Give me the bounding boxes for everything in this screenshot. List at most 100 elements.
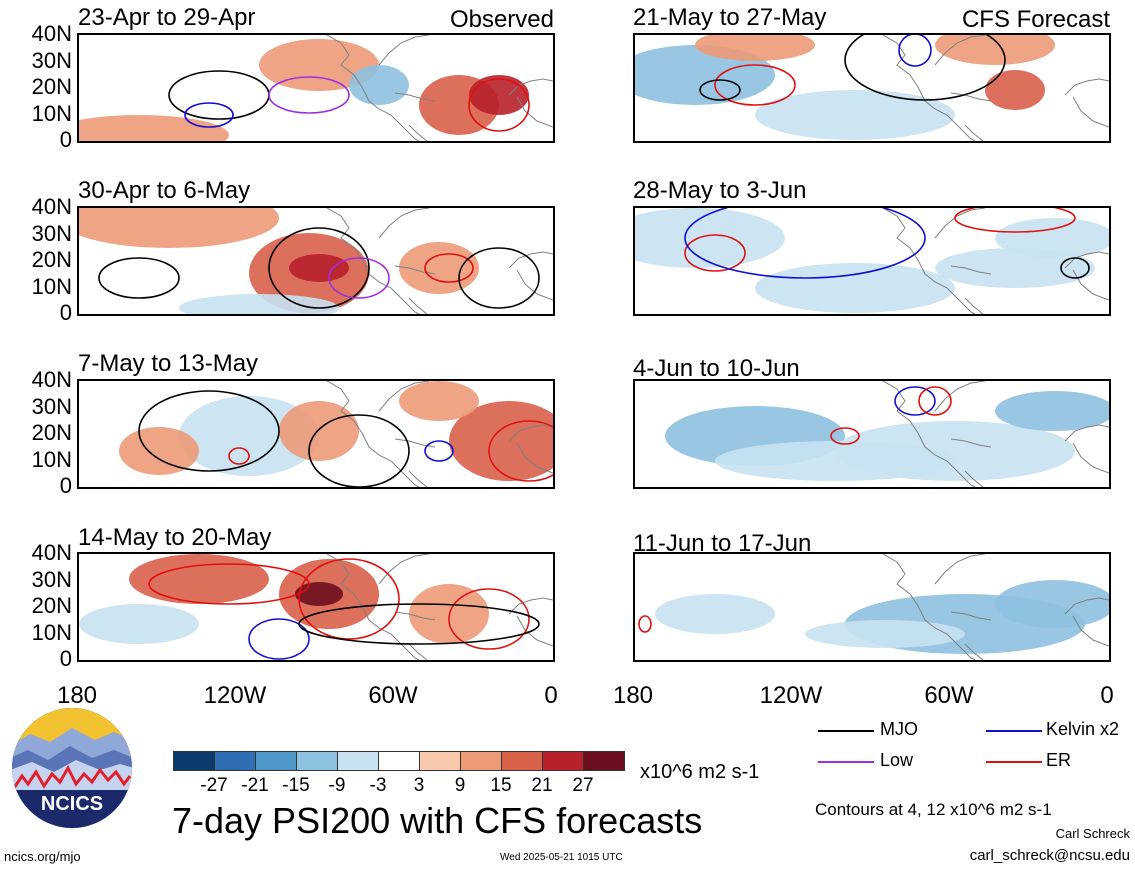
y-tick-label: 40N xyxy=(31,540,72,565)
x-tick-label: 60W xyxy=(924,682,974,709)
y-tick-label: 20N xyxy=(31,420,72,445)
anomaly-shading xyxy=(985,70,1045,110)
anomaly-shading xyxy=(715,441,955,481)
panel-title-3: 7-May to 13-May xyxy=(78,350,259,377)
colorbar-swatch xyxy=(501,751,543,771)
panel-title-7: 4-Jun to 10-Jun xyxy=(633,355,800,382)
contour-mjo xyxy=(298,603,540,645)
map-panel-observed-3 xyxy=(77,379,555,489)
colorbar-label: 21 xyxy=(531,775,553,796)
colorbar-swatch xyxy=(583,751,625,771)
contour-er xyxy=(830,427,860,445)
anomaly-shading xyxy=(399,381,479,421)
contour-er xyxy=(298,558,400,640)
y-tick-label: 40N xyxy=(31,194,72,219)
author-email: carl_schreck@ncsu.edu xyxy=(969,847,1130,864)
svg-text:NCICS: NCICS xyxy=(41,793,103,815)
map-panel-forecast-4 xyxy=(633,552,1111,662)
colorbar-label: -21 xyxy=(241,775,269,796)
contour-er xyxy=(714,64,796,106)
colorbar-units: x10^6 m2 s-1 xyxy=(640,761,760,783)
colorbar-swatch xyxy=(214,751,256,771)
contour-mjo xyxy=(268,227,370,309)
coastline xyxy=(326,554,553,660)
map-panel-forecast-2 xyxy=(633,206,1111,316)
anomaly-shading xyxy=(399,242,479,294)
contour-mjo xyxy=(308,414,410,487)
y-tick-label: 0 xyxy=(59,473,72,498)
map-panel-forecast-3 xyxy=(633,379,1111,489)
contour-kelvin xyxy=(684,208,926,279)
anomaly-shading xyxy=(655,594,775,634)
anomaly-shading xyxy=(179,294,339,314)
anomaly-shading xyxy=(755,263,955,313)
panel-title-2: 30-Apr to 6-May xyxy=(78,177,251,204)
y-tick-label: 10N xyxy=(31,446,72,472)
colorbar-swatch xyxy=(255,751,297,771)
colorbar-label: 3 xyxy=(413,775,425,796)
contour-er xyxy=(918,386,952,416)
contour-kelvin xyxy=(894,386,936,416)
coastline xyxy=(326,381,553,487)
colorbar-swatch xyxy=(419,751,461,771)
timestamp: Wed 2025-05-21 1015 UTC xyxy=(500,852,623,863)
anomaly-shading xyxy=(79,208,279,248)
anomaly-shading xyxy=(805,620,965,648)
contour-note: Contours at 4, 12 x10^6 m2 s-1 xyxy=(815,800,1052,819)
contour-kelvin xyxy=(424,440,454,462)
colorbar-label: 27 xyxy=(572,775,594,796)
contour-er xyxy=(424,253,474,283)
y-tick-label: 20N xyxy=(31,247,72,272)
contour-er xyxy=(148,563,310,605)
contour-er xyxy=(684,234,746,272)
figure-title: 7-day PSI200 with CFS forecasts xyxy=(172,800,703,841)
anomaly-shading xyxy=(289,254,349,282)
contour-er xyxy=(638,615,652,633)
colorbar-swatch xyxy=(296,751,338,771)
contour-kelvin xyxy=(898,35,932,67)
colorbar-swatch xyxy=(460,751,502,771)
x-tick-label: 120W xyxy=(203,682,267,709)
legend-mjo-label: MJO xyxy=(880,719,918,739)
y-tick-label: 30N xyxy=(31,566,72,592)
x-tick-label: 60W xyxy=(368,682,418,709)
y-tick-label: 40N xyxy=(31,21,72,46)
author: Carl Schreck xyxy=(1055,826,1130,841)
map-panel-observed-2 xyxy=(77,206,555,316)
coastline xyxy=(882,35,1109,141)
anomaly-shading xyxy=(179,396,319,476)
colorbar-swatch xyxy=(173,751,215,771)
contour-er xyxy=(468,78,530,132)
contour-mjo xyxy=(138,390,280,472)
contour-mjo xyxy=(98,257,180,299)
y-tick-label: 30N xyxy=(31,220,72,246)
legend-er-label: ER xyxy=(1046,750,1072,770)
contour-mjo xyxy=(458,247,540,309)
y-tick-label: 40N xyxy=(31,367,72,392)
anomaly-shading xyxy=(995,218,1109,258)
legend-low-label: Low xyxy=(880,750,914,770)
anomaly-shading xyxy=(995,391,1109,431)
contour-kelvin xyxy=(248,618,310,660)
y-tick-label: 10N xyxy=(31,100,72,126)
colorbar-label: -9 xyxy=(328,775,346,796)
legend-kelvin-line xyxy=(986,730,1042,732)
y-tick-label: 20N xyxy=(31,593,72,618)
panel-title-5: 21-May to 27-May xyxy=(633,4,827,31)
y-tick-label: 20N xyxy=(31,74,72,99)
map-panel-observed-1 xyxy=(77,33,555,143)
contour-mjo xyxy=(168,70,270,120)
anomaly-shading xyxy=(635,208,785,268)
anomaly-shading xyxy=(79,115,229,141)
anomaly-shading xyxy=(129,554,269,604)
forecast-tag: CFS Forecast xyxy=(961,6,1110,33)
x-tick-label: 180 xyxy=(56,682,98,709)
map-panel-observed-4 xyxy=(77,552,555,662)
site-url: ncics.org/mjo xyxy=(4,849,81,864)
coastline xyxy=(326,35,553,141)
anomaly-shading xyxy=(349,65,409,105)
map-panel-forecast-1 xyxy=(633,33,1111,143)
colorbar-label: 9 xyxy=(454,775,466,796)
y-tick-label: 30N xyxy=(31,47,72,73)
y-tick-label: 0 xyxy=(59,127,72,152)
